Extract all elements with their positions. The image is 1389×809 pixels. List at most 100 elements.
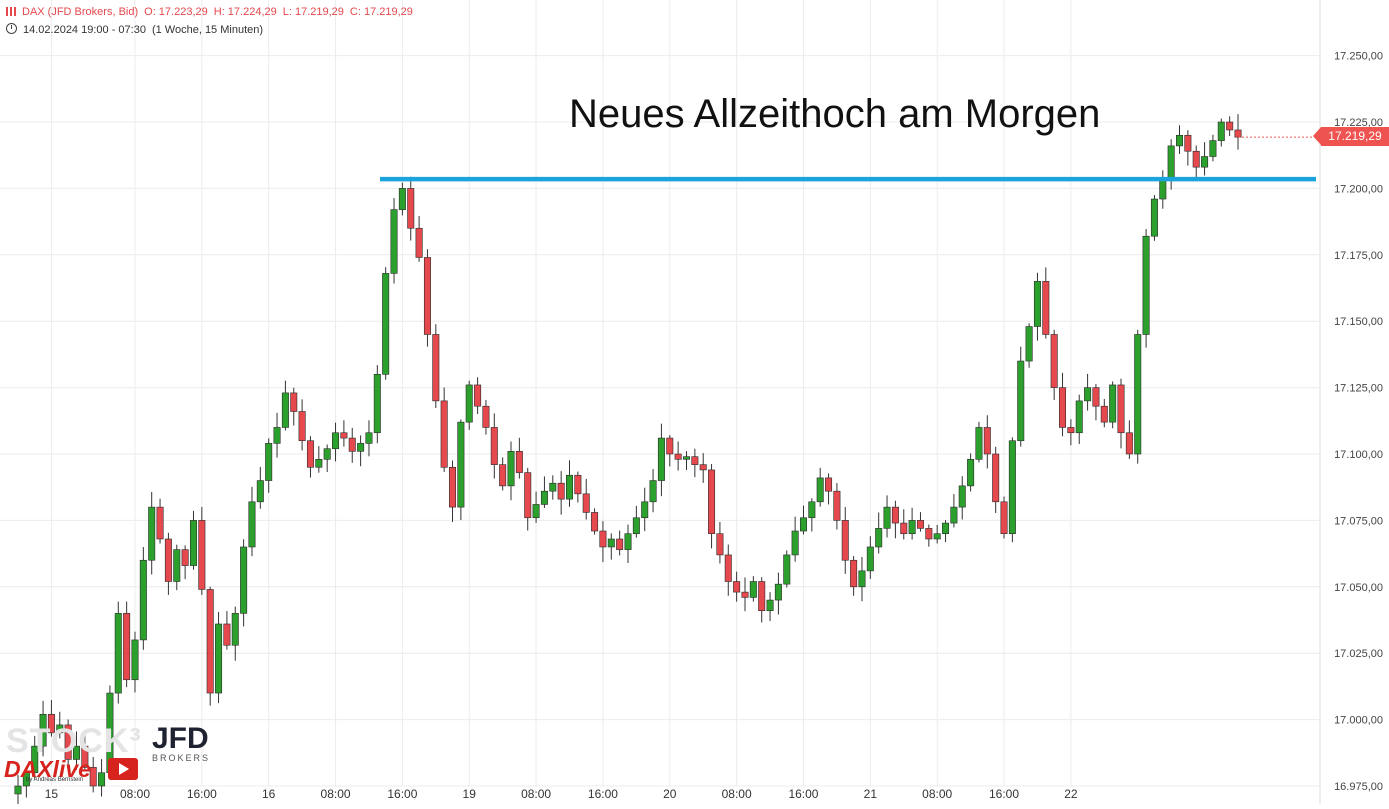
candle-body [900, 522, 908, 534]
candle-body [407, 188, 415, 229]
candle-body [1142, 235, 1150, 335]
candle-body [1050, 334, 1058, 388]
candle-body [398, 188, 406, 210]
candle-body [950, 506, 958, 524]
candle-body [465, 384, 473, 423]
x-tick-label: 16 [262, 787, 276, 801]
candle-body [749, 581, 757, 598]
x-tick-label: 08:00 [321, 787, 351, 801]
jfd-logo: JFD [152, 722, 209, 755]
candle-body [766, 599, 774, 612]
candle-body [1059, 387, 1067, 428]
candle-body [649, 480, 657, 503]
candle-body [273, 427, 281, 444]
candle-body [1201, 156, 1209, 168]
close-value: C: 17.219,29 [349, 6, 413, 18]
candle-body [114, 613, 122, 694]
candle-body [131, 639, 139, 681]
candle-body [223, 623, 231, 646]
candle-body [1209, 140, 1217, 157]
candle-body [490, 427, 498, 465]
candle-body [916, 520, 924, 529]
x-tick-label: 22 [1064, 787, 1078, 801]
candle-body [1184, 134, 1192, 152]
candle-body [1092, 387, 1100, 407]
candle-body [616, 538, 624, 550]
candle-body [657, 437, 665, 481]
x-tick-label: 20 [663, 787, 677, 801]
candle-body [666, 437, 674, 455]
candle-body [1025, 326, 1033, 362]
candle-body [231, 613, 239, 646]
candle-body [975, 427, 983, 460]
candle-body [499, 464, 507, 487]
interval-label: (1 Woche, 15 Minuten) [151, 24, 264, 36]
candle-body [123, 613, 131, 681]
candle-body [691, 456, 699, 465]
candle-body [332, 432, 340, 449]
brokers-label: BROKERS [152, 753, 211, 763]
candle-body [1176, 134, 1184, 147]
candle-body [925, 528, 933, 540]
candle-body [457, 421, 465, 508]
y-tick-label: 17.250,00 [1334, 51, 1383, 63]
candle-body [306, 440, 314, 468]
candle-body [382, 273, 390, 375]
open-value: O: 17.223,29 [144, 6, 208, 18]
candle-body [47, 713, 55, 734]
candlestick-icon [6, 7, 16, 16]
candle-body [1100, 405, 1108, 423]
y-tick-label: 17.100,00 [1334, 449, 1383, 461]
candle-body [1217, 121, 1225, 141]
candle-body [599, 530, 607, 548]
candle-body [699, 464, 707, 471]
candle-body [1042, 281, 1050, 335]
candle-body [432, 334, 440, 402]
candle-body [373, 374, 381, 434]
candle-body [724, 554, 732, 582]
candle-body [549, 482, 557, 492]
candle-body [992, 453, 1000, 503]
candle-body [39, 713, 47, 747]
x-tick-label: 08:00 [120, 787, 150, 801]
daxlive-logo: DAXlive [4, 756, 91, 782]
candle-body [557, 482, 565, 500]
candle-body [265, 443, 273, 481]
candle-body [89, 767, 97, 787]
candle-body [624, 533, 632, 550]
candle-body [181, 549, 189, 566]
candle-body [507, 451, 515, 487]
y-tick-label: 17.125,00 [1334, 383, 1383, 395]
candle-body [791, 530, 799, 556]
candle-body [515, 451, 523, 473]
candle-body [31, 745, 39, 774]
y-tick-label: 17.075,00 [1334, 515, 1383, 527]
time-range-header: 14.02.2024 19:00 - 07:30 (1 Woche, 15 Min… [6, 22, 269, 36]
y-tick-label: 17.050,00 [1334, 582, 1383, 594]
candle-body [81, 745, 89, 768]
candle-body [574, 474, 582, 495]
candle-body [566, 474, 574, 500]
candle-body [64, 724, 72, 760]
x-tick-label: 16:00 [187, 787, 217, 801]
candle-body [682, 456, 690, 460]
instrument-header: DAX (JFD Brokers, Bid) O: 17.223,29 H: 17.… [6, 6, 419, 18]
x-tick-label: 16:00 [788, 787, 818, 801]
daxlive-byline: by Andreas Bernstein [26, 777, 84, 783]
candle-body [365, 432, 373, 444]
candle-body [866, 546, 874, 572]
candle-body [833, 490, 841, 521]
x-tick-label: 16:00 [989, 787, 1019, 801]
candle-body [808, 501, 816, 519]
candle-body [56, 724, 64, 734]
clock-icon [6, 23, 17, 34]
candle-body [173, 549, 181, 582]
candle-body [1008, 440, 1016, 534]
candle-body [189, 520, 197, 566]
candle-body [156, 506, 164, 540]
y-tick-label: 17.200,00 [1334, 183, 1383, 195]
candle-body [22, 772, 30, 787]
last-price-badge: 17.219,29 [1313, 127, 1389, 146]
candle-body [1117, 384, 1125, 434]
